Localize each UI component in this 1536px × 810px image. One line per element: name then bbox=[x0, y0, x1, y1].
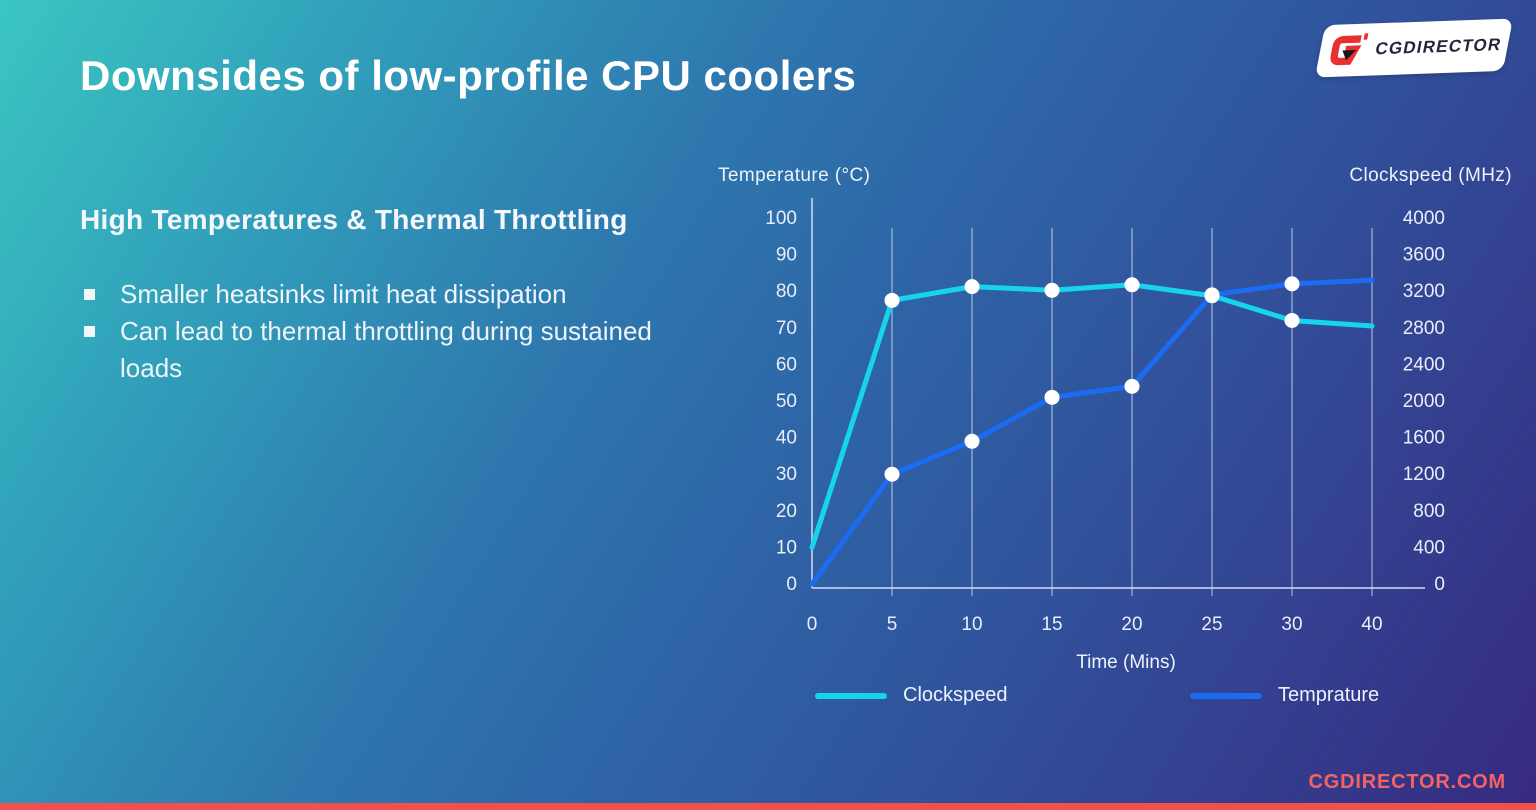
clockspeed-line-swatch bbox=[815, 692, 887, 699]
bullet-text: Smaller heatsinks limit heat dissipation bbox=[120, 279, 567, 309]
page-title: Downsides of low-profile CPU coolers bbox=[80, 52, 857, 99]
logo-wordmark: CGDIRECTOR bbox=[1373, 34, 1504, 59]
svg-text:40: 40 bbox=[1361, 614, 1382, 635]
svg-text:2000: 2000 bbox=[1403, 391, 1445, 412]
svg-text:1200: 1200 bbox=[1403, 464, 1445, 485]
svg-text:15: 15 bbox=[1041, 614, 1062, 635]
svg-text:800: 800 bbox=[1413, 501, 1445, 522]
svg-text:70: 70 bbox=[776, 318, 797, 339]
svg-text:10: 10 bbox=[961, 614, 982, 635]
svg-text:1600: 1600 bbox=[1403, 428, 1445, 449]
bullet-square-icon bbox=[84, 289, 95, 300]
svg-text:2400: 2400 bbox=[1403, 354, 1445, 375]
legend-item-temperature: Temprature bbox=[1190, 684, 1379, 707]
svg-text:30: 30 bbox=[1281, 614, 1302, 635]
left-axis-title: Temperature (°C) bbox=[718, 165, 871, 186]
cgdirector-g-icon bbox=[1329, 33, 1368, 66]
x-axis-title: Time (Mins) bbox=[1076, 652, 1176, 673]
list-item: Can lead to thermal throttling during su… bbox=[80, 313, 690, 387]
temperature-line-swatch bbox=[1190, 692, 1262, 699]
footer-url: CGDIRECTOR.COM bbox=[1308, 771, 1506, 793]
svg-text:20: 20 bbox=[776, 501, 797, 522]
line-chart: 1009080706050403020100400036003200280024… bbox=[765, 198, 1445, 635]
svg-text:40: 40 bbox=[776, 428, 797, 449]
footer-accent-bar bbox=[0, 803, 1536, 810]
svg-text:4000: 4000 bbox=[1403, 208, 1445, 229]
legend-label: Clockspeed bbox=[903, 684, 1008, 706]
bullet-text: Can lead to thermal throttling during su… bbox=[120, 316, 652, 383]
cgdirector-logo: CGDIRECTOR bbox=[1314, 18, 1514, 78]
svg-text:100: 100 bbox=[765, 208, 797, 229]
legend-label: Temprature bbox=[1278, 684, 1380, 706]
svg-text:0: 0 bbox=[1434, 574, 1445, 595]
svg-text:20: 20 bbox=[1121, 614, 1142, 635]
svg-text:5: 5 bbox=[887, 614, 898, 635]
svg-text:50: 50 bbox=[776, 391, 797, 412]
svg-text:25: 25 bbox=[1201, 614, 1222, 635]
section-heading: High Temperatures & Thermal Throttling bbox=[80, 204, 628, 235]
bullet-list: Smaller heatsinks limit heat dissipation… bbox=[80, 276, 690, 387]
svg-text:3600: 3600 bbox=[1403, 245, 1445, 266]
svg-text:10: 10 bbox=[776, 537, 797, 558]
svg-text:60: 60 bbox=[776, 354, 797, 375]
bullet-square-icon bbox=[84, 326, 95, 337]
legend-item-clockspeed: Clockspeed bbox=[815, 684, 1008, 707]
svg-text:0: 0 bbox=[807, 614, 818, 635]
svg-text:3200: 3200 bbox=[1403, 281, 1445, 302]
svg-text:2800: 2800 bbox=[1403, 318, 1445, 339]
list-item: Smaller heatsinks limit heat dissipation bbox=[80, 276, 690, 313]
svg-text:0: 0 bbox=[786, 574, 797, 595]
svg-text:30: 30 bbox=[776, 464, 797, 485]
svg-text:400: 400 bbox=[1413, 537, 1445, 558]
svg-text:90: 90 bbox=[776, 245, 797, 266]
right-axis-title: Clockspeed (MHz) bbox=[1349, 165, 1512, 186]
svg-text:80: 80 bbox=[776, 281, 797, 302]
